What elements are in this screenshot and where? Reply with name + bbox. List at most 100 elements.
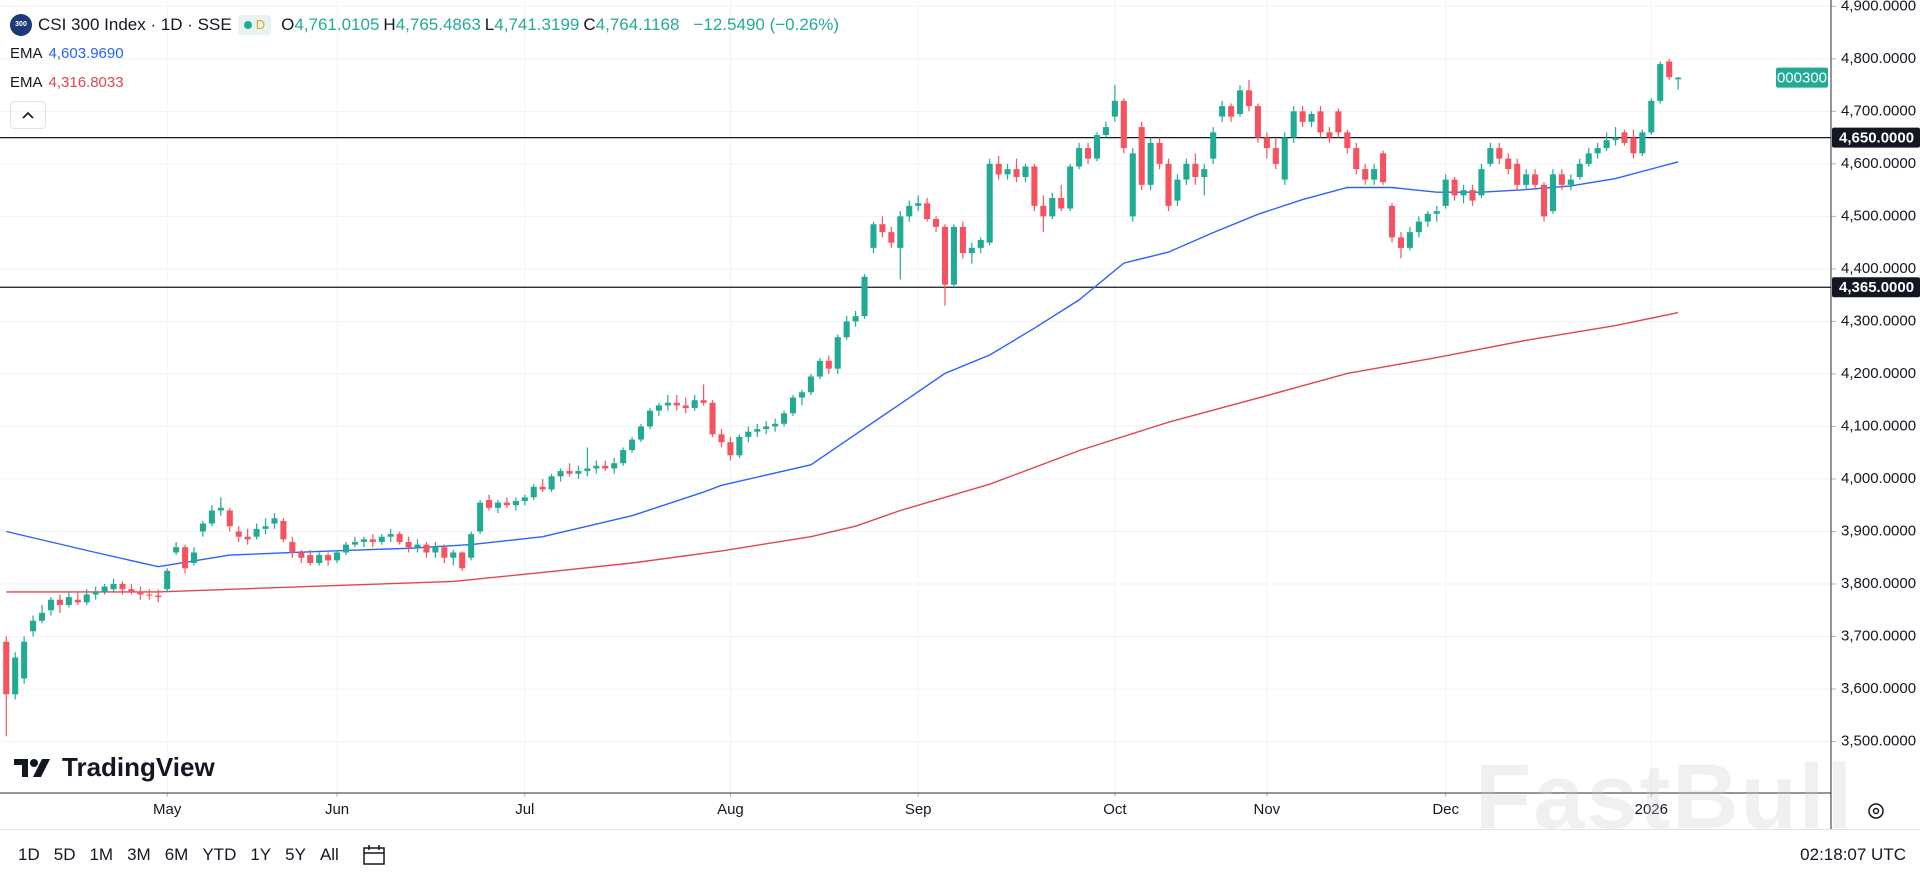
candle-body (512, 501, 519, 506)
candle-body (968, 247, 975, 254)
candle-body (709, 402, 716, 435)
symbol-row: 300 CSI 300 Index · 1D · SSE D O 4,761.01… (10, 10, 839, 39)
candle-body (307, 555, 314, 563)
collapse-button[interactable] (10, 101, 46, 129)
candle-body (941, 226, 949, 285)
candle-body (575, 471, 582, 474)
ohlc-value: 4,741.3199 (494, 15, 580, 34)
candle-body (56, 599, 63, 605)
candle-body (897, 216, 904, 248)
candle-body (128, 589, 135, 592)
candle-body (1245, 90, 1253, 107)
candle-body (995, 163, 1002, 175)
candle-body (1201, 169, 1208, 177)
candle-body (1424, 213, 1431, 222)
candle-body (727, 442, 734, 456)
candle-body (369, 539, 376, 542)
y-tick-label: 3,600.0000 (1841, 680, 1916, 697)
candle-body (548, 476, 555, 490)
ema-value: 4,316.8033 (48, 74, 124, 91)
ohlc-value: 4,761.0105 (294, 15, 380, 34)
candle-body (199, 523, 206, 532)
ema-line (6, 311, 1679, 593)
y-tick-label: 4,700.0000 (1841, 102, 1916, 119)
plot-area (0, 58, 1831, 737)
ohlc-value: 4,765.4863 (395, 15, 481, 34)
candle-body (1022, 166, 1029, 177)
candle-body (1344, 132, 1351, 149)
candle-body (959, 226, 966, 254)
candle-body (351, 541, 358, 545)
candle-body (539, 486, 546, 490)
candle-body (843, 321, 850, 338)
candle-body (986, 163, 993, 243)
range-button[interactable]: 3M (127, 845, 151, 864)
range-button[interactable]: 5Y (285, 845, 306, 864)
candle-body (1648, 100, 1655, 133)
candle-body (1406, 232, 1413, 248)
candle-body (611, 463, 618, 469)
y-tick-label: 4,300.0000 (1841, 312, 1916, 329)
symbol-title[interactable]: CSI 300 Index · 1D · SSE (38, 15, 232, 34)
market-badge: D (237, 14, 272, 35)
symbol-label-bg (1776, 67, 1828, 88)
candle-body (870, 224, 877, 248)
candle-body (83, 594, 90, 603)
ema-name: EMA (10, 74, 43, 91)
candle-body (566, 471, 573, 474)
y-tick-label: 3,500.0000 (1841, 733, 1916, 750)
candle-body (1031, 166, 1038, 206)
x-tick-label: Oct (1103, 801, 1127, 818)
candle-body (1442, 179, 1449, 206)
candle-body (1657, 64, 1664, 101)
candle-body (396, 534, 403, 542)
candle-body (1281, 137, 1288, 180)
range-button[interactable]: 6M (164, 845, 189, 864)
badge-label: D (255, 17, 266, 32)
candle-body (834, 337, 841, 369)
candle-body (119, 583, 126, 590)
candle-body (1397, 237, 1405, 248)
candle-body (1460, 190, 1467, 196)
candle-body (1138, 127, 1145, 185)
candle-body (924, 203, 931, 219)
ohlc-values: O 4,761.0105 H 4,765.4863 L 4,741.3199 C 4,764.… (277, 10, 679, 39)
candle-body (1263, 137, 1270, 149)
range-button[interactable]: 5D (53, 845, 76, 864)
range-button[interactable]: YTD (202, 845, 237, 864)
x-tick-label: Jun (325, 801, 349, 818)
settings-icon[interactable] (1868, 803, 1884, 819)
y-tick-label: 4,200.0000 (1841, 365, 1916, 382)
candle-body (736, 436, 743, 456)
candle-body (3, 641, 10, 695)
candle-body (1326, 132, 1333, 138)
candle-body (1594, 148, 1601, 154)
x-tick-label: Sep (905, 801, 932, 818)
candle-body (271, 518, 278, 524)
candle-body (1067, 166, 1074, 209)
candle-body (235, 531, 242, 537)
candle-body (1192, 163, 1199, 177)
candle-body (1362, 169, 1369, 180)
candle-body (933, 218, 940, 227)
range-button[interactable]: 1M (89, 845, 114, 864)
date-range-icon[interactable] (361, 843, 387, 867)
candle-body (244, 536, 251, 540)
candle-body (226, 510, 233, 527)
candle-body (1666, 61, 1673, 78)
candle-body (1558, 174, 1565, 185)
candle-body (1371, 169, 1378, 180)
candle-body (459, 552, 466, 569)
candle-body (468, 534, 475, 558)
candle-body (718, 434, 725, 443)
ohlc-key: L (484, 15, 495, 34)
level-label: 4,650.0000 (1839, 130, 1914, 147)
y-tick-label: 4,600.0000 (1841, 155, 1916, 172)
range-button[interactable]: All (319, 845, 339, 864)
candle-body (101, 586, 108, 592)
range-button[interactable]: 1D (18, 845, 40, 864)
candle-body (950, 226, 957, 285)
range-button[interactable]: 1Y (250, 845, 272, 864)
candle-body (1532, 174, 1539, 185)
candle-body (1219, 106, 1226, 117)
